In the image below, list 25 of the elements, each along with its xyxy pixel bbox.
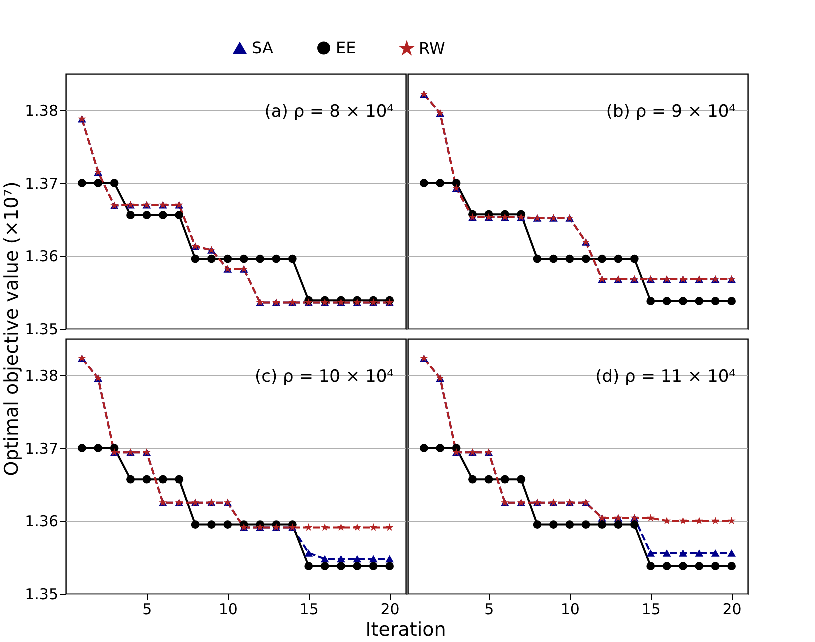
legend-label: RW <box>419 38 446 58</box>
x-tick-label: 5 <box>484 600 494 618</box>
x-tick-label: 15 <box>300 600 319 618</box>
x-tick-label: 10 <box>560 600 580 618</box>
annotation: (a) ρ = 8 × 10⁴ <box>264 102 394 122</box>
annotation: (d) ρ = 11 × 10⁴ <box>596 367 736 387</box>
y-tick-label: 1.36 <box>25 512 58 531</box>
y-tick-label: 1.38 <box>25 102 58 120</box>
legend-label: SA <box>252 38 274 58</box>
annotation: (c) ρ = 10 × 10⁴ <box>255 367 394 387</box>
y-axis-title: Optimal objective value (×10⁷) <box>1 182 23 476</box>
x-tick-label: 20 <box>722 600 742 618</box>
x-tick-label: 15 <box>642 600 661 618</box>
y-tick-label: 1.37 <box>25 174 58 193</box>
y-tick-label: 1.38 <box>25 366 58 385</box>
x-axis-title: Iteration <box>366 619 446 641</box>
annotation: (b) ρ = 9 × 10⁴ <box>606 102 736 122</box>
y-tick-label: 1.35 <box>25 320 58 338</box>
x-tick-label: 5 <box>142 600 152 618</box>
x-tick-label: 10 <box>218 600 238 618</box>
y-tick-label: 1.37 <box>25 440 58 458</box>
y-tick-label: 1.35 <box>25 586 58 604</box>
y-tick-label: 1.36 <box>25 248 58 266</box>
legend-label: EE <box>336 38 356 58</box>
x-tick-label: 20 <box>380 600 400 618</box>
